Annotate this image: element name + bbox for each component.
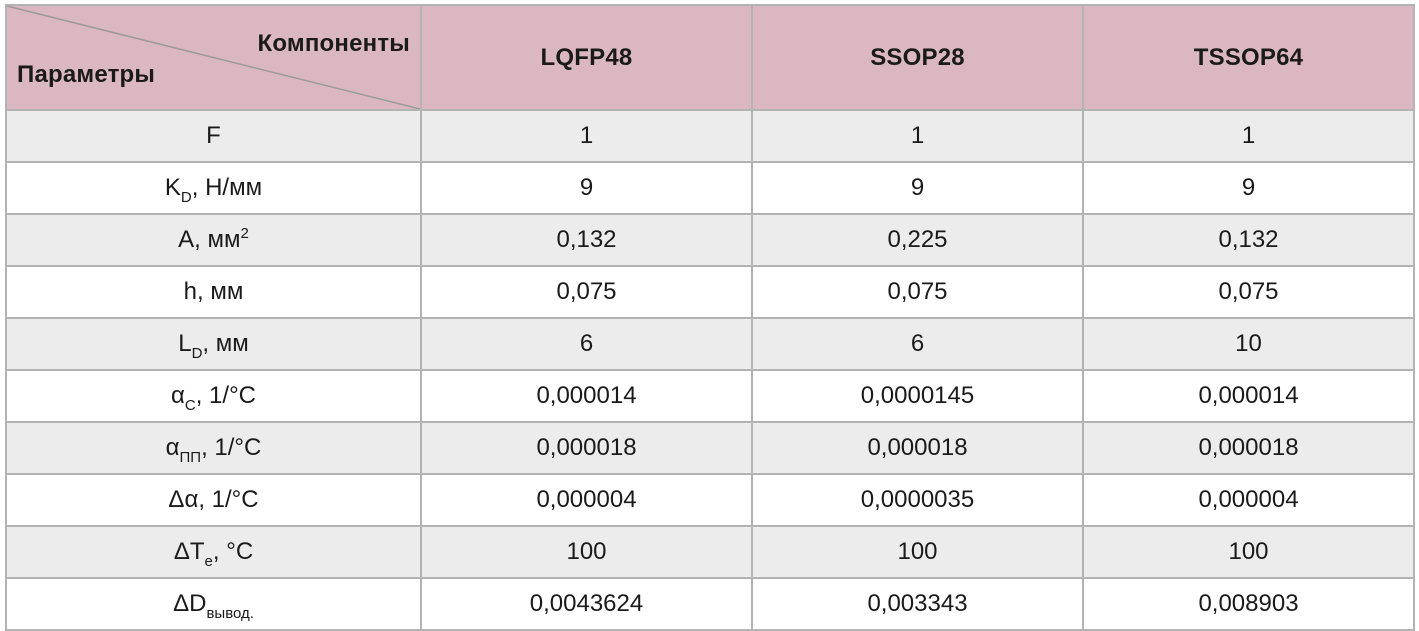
parameter-unit: , мм <box>202 330 249 357</box>
parameter-subscript: C <box>184 397 196 414</box>
parameter-unit: , Н/мм <box>191 174 263 201</box>
parameter-cell: F <box>5 109 422 163</box>
value-cell: 0,000018 <box>1082 421 1415 475</box>
parameter-unit: , °C <box>212 538 254 565</box>
value-cell: 0,132 <box>1082 213 1415 267</box>
parameter-cell: LD, мм <box>5 317 422 371</box>
value-cell: 0,225 <box>751 213 1084 267</box>
parameter-cell: A, мм2 <box>5 213 422 267</box>
value-cell: 0,000018 <box>420 421 753 475</box>
column-header-lqfp48: LQFP48 <box>420 4 753 111</box>
parameter-cell: ΔDвывод. <box>5 577 422 631</box>
value-cell: 9 <box>420 161 753 215</box>
parameter-unit: , 1/°C <box>195 382 256 409</box>
table-row: LD, мм 6 6 10 <box>5 317 1415 371</box>
table-row: ΔTe, °C 100 100 100 <box>5 525 1415 579</box>
parameters-label: Параметры <box>17 61 156 88</box>
parameter-cell: KD, Н/мм <box>5 161 422 215</box>
parameter-subscript: вывод. <box>206 605 254 622</box>
parameter-superscript: 2 <box>240 225 249 242</box>
value-cell: 0,075 <box>1082 265 1415 319</box>
value-cell: 6 <box>751 317 1084 371</box>
value-cell: 0,075 <box>420 265 753 319</box>
value-cell: 1 <box>420 109 753 163</box>
value-cell: 0,000014 <box>1082 369 1415 423</box>
parameter-symbol: h, мм <box>183 278 244 305</box>
column-header-ssop28: SSOP28 <box>751 4 1084 111</box>
parameter-symbol: ΔT <box>173 538 205 565</box>
value-cell: 0,0000145 <box>751 369 1084 423</box>
value-cell: 0,132 <box>420 213 753 267</box>
parameter-subscript: e <box>204 553 213 570</box>
value-cell: 9 <box>751 161 1084 215</box>
value-cell: 0,000004 <box>1082 473 1415 527</box>
value-cell: 0,000004 <box>420 473 753 527</box>
parameter-symbol: Δα, 1/°C <box>168 486 259 513</box>
column-header-tssop64: TSSOP64 <box>1082 4 1415 111</box>
parameter-cell: ΔTe, °C <box>5 525 422 579</box>
parameter-cell: αПП, 1/°C <box>5 421 422 475</box>
corner-header-cell: Компоненты Параметры <box>5 4 422 111</box>
parameter-subscript: ПП <box>179 449 202 466</box>
diagonal-divider <box>8 7 419 108</box>
value-cell: 1 <box>1082 109 1415 163</box>
parameter-symbol: ΔD <box>173 590 207 617</box>
table-row: A, мм2 0,132 0,225 0,132 <box>5 213 1415 267</box>
table-container: Компоненты Параметры LQFP48 SSOP28 TSSOP… <box>5 4 1415 631</box>
value-cell: 0,075 <box>751 265 1084 319</box>
parameter-cell: αC, 1/°C <box>5 369 422 423</box>
value-cell: 0,003343 <box>751 577 1084 631</box>
parameter-unit: , 1/°C <box>201 434 262 461</box>
parameters-table: Компоненты Параметры LQFP48 SSOP28 TSSOP… <box>5 4 1415 631</box>
parameter-subscript: D <box>180 189 192 206</box>
value-cell: 100 <box>420 525 753 579</box>
parameter-cell: Δα, 1/°C <box>5 473 422 527</box>
components-label: Компоненты <box>257 30 410 57</box>
parameter-symbol: α <box>171 382 185 409</box>
value-cell: 9 <box>1082 161 1415 215</box>
value-cell: 6 <box>420 317 753 371</box>
parameter-symbol: F <box>206 122 221 149</box>
parameter-symbol: A, мм <box>178 226 241 253</box>
parameter-symbol: α <box>165 434 180 461</box>
parameter-symbol: K <box>164 174 181 201</box>
parameter-symbol: L <box>178 330 192 357</box>
value-cell: 0,0000035 <box>751 473 1084 527</box>
table-row: ΔDвывод. 0,0043624 0,003343 0,008903 <box>5 577 1415 631</box>
value-cell: 1 <box>751 109 1084 163</box>
table-row: KD, Н/мм 9 9 9 <box>5 161 1415 215</box>
value-cell: 0,008903 <box>1082 577 1415 631</box>
parameter-cell: h, мм <box>5 265 422 319</box>
parameter-subscript: D <box>191 345 203 362</box>
table-body: F 1 1 1 KD, Н/мм 9 9 9 A, мм2 0,132 0,225 0,132 h, м… <box>5 109 1415 631</box>
table-row: αC, 1/°C 0,000014 0,0000145 0,000014 <box>5 369 1415 423</box>
value-cell: 0,000014 <box>420 369 753 423</box>
value-cell: 10 <box>1082 317 1415 371</box>
header-row: Компоненты Параметры LQFP48 SSOP28 TSSOP… <box>5 4 1415 111</box>
table-row: Δα, 1/°C 0,000004 0,0000035 0,000004 <box>5 473 1415 527</box>
value-cell: 0,000018 <box>751 421 1084 475</box>
table-row: αПП, 1/°C 0,000018 0,000018 0,000018 <box>5 421 1415 475</box>
table-row: h, мм 0,075 0,075 0,075 <box>5 265 1415 319</box>
value-cell: 100 <box>1082 525 1415 579</box>
value-cell: 100 <box>751 525 1084 579</box>
value-cell: 0,0043624 <box>420 577 753 631</box>
